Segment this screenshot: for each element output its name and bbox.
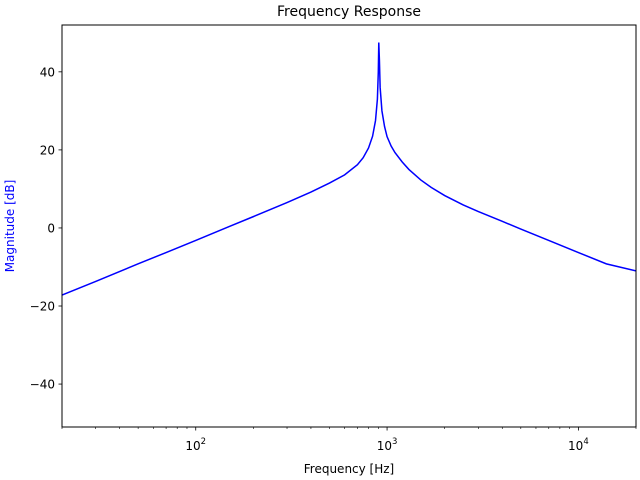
axes-frame xyxy=(61,24,637,428)
y-axis: −40 −20 0 20 40 xyxy=(30,65,62,392)
x-axis-label: Frequency [Hz] xyxy=(304,462,395,476)
plot-area xyxy=(61,24,637,428)
y-tick-label: 20 xyxy=(40,143,55,157)
y-tick-label: 40 xyxy=(40,65,55,79)
chart-title: Frequency Response xyxy=(277,4,421,20)
x-tick-label: 103 xyxy=(377,437,398,453)
y-axis-label: Magnitude [dB] xyxy=(3,180,17,273)
y-tick-label: −20 xyxy=(30,300,55,314)
x-axis: 102 103 104 xyxy=(61,427,637,453)
x-tick-label: 102 xyxy=(185,437,206,453)
series-line xyxy=(61,42,637,296)
x-tick-label: 104 xyxy=(568,437,589,453)
y-tick-label: −40 xyxy=(30,378,55,392)
y-tick-label: 0 xyxy=(47,221,55,235)
